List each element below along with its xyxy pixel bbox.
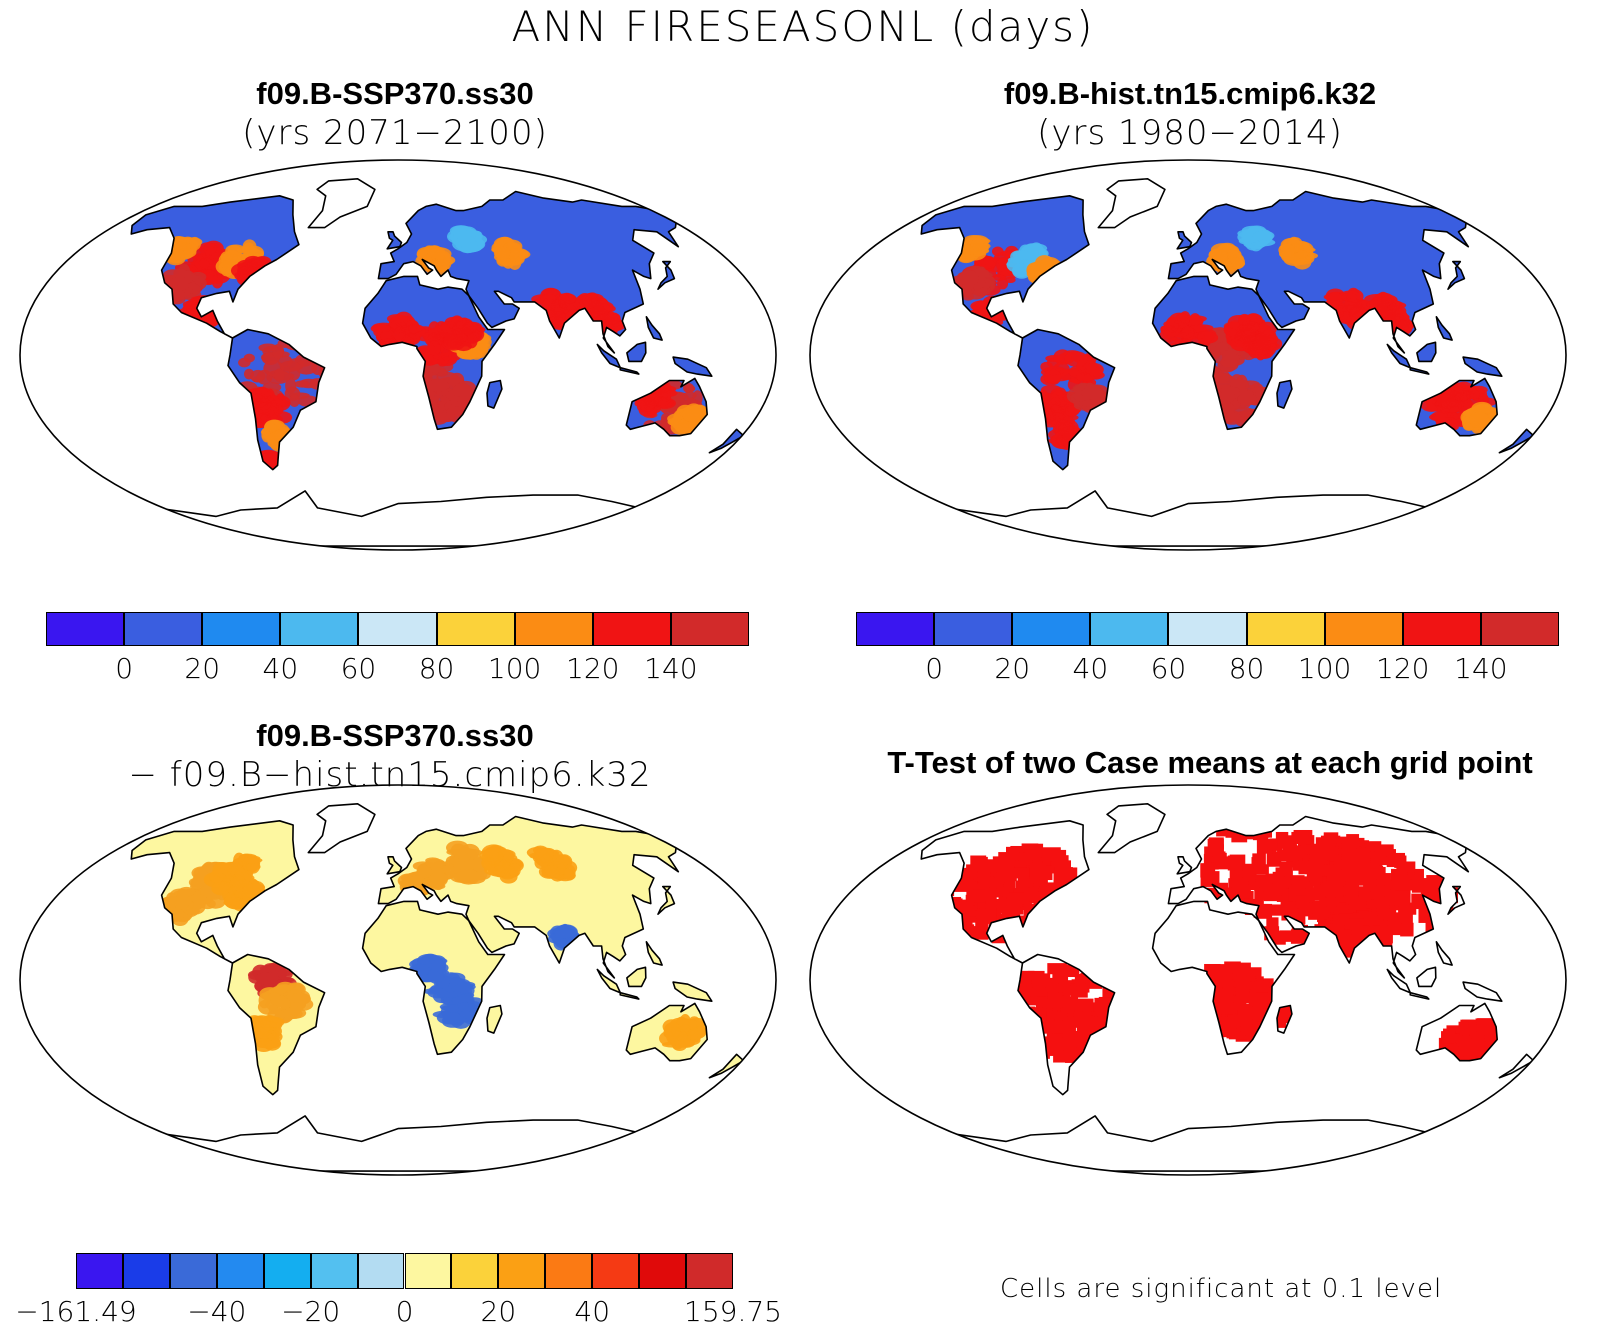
colorbar-tick-label: 120 xyxy=(1376,652,1430,685)
colorbar-swatch xyxy=(46,612,125,646)
colorbar-swatch xyxy=(76,1253,123,1289)
colorbar-tick-label: −161.49 xyxy=(15,1295,137,1328)
colorbar-swatch xyxy=(1090,612,1169,646)
colorbar-swatch xyxy=(216,1253,264,1289)
colorbar-swatch xyxy=(404,1253,452,1289)
colorbar-swatch xyxy=(686,1253,733,1289)
panel-tr-case: f09.B-hist.tn15.cmip6.k32 xyxy=(1003,76,1377,111)
colorbar-swatch xyxy=(934,612,1013,646)
panel-tl-years: (yrs 2071−2100) xyxy=(242,113,548,153)
colorbar-tick-label: 80 xyxy=(418,652,455,685)
colorbar-swatch xyxy=(592,1253,640,1289)
colorbar-swatch xyxy=(358,612,437,646)
colorbar-swatch xyxy=(1168,612,1247,646)
colorbar-tick-label: 159.75 xyxy=(684,1295,782,1328)
colorbar-swatch xyxy=(639,1253,687,1289)
map-top-left xyxy=(19,159,777,551)
colorbar-tick-label: 20 xyxy=(480,1295,517,1328)
colorbar-swatch xyxy=(1012,612,1091,646)
map-bottom-right xyxy=(809,784,1567,1176)
colorbar-tick-label: 120 xyxy=(566,652,620,685)
panel-tl-case: f09.B-SSP370.ss30 xyxy=(256,76,534,111)
colorbar-tick-label: 20 xyxy=(994,652,1031,685)
colorbar-swatch xyxy=(1324,612,1403,646)
colorbar-tick-label: 100 xyxy=(1297,652,1352,685)
map-bottom-left xyxy=(19,784,777,1176)
colorbar-swatch xyxy=(1480,612,1559,646)
colorbar-tick-label: 140 xyxy=(1454,652,1508,685)
map-top-right xyxy=(809,159,1567,551)
colorbar-tick-label: 20 xyxy=(184,652,221,685)
colorbar-tick-label: 60 xyxy=(1150,652,1187,685)
colorbar-top-right xyxy=(856,612,1559,646)
colorbar-swatch xyxy=(514,612,593,646)
colorbar-tick-label: 60 xyxy=(340,652,377,685)
colorbar-tick-label: 0 xyxy=(395,1295,414,1328)
panel-tr-years: (yrs 1980−2014) xyxy=(1037,113,1343,153)
main-title: ANN FIRESEASONL (days) xyxy=(511,2,1095,51)
colorbar-swatch xyxy=(280,612,359,646)
colorbar-tick-label: 40 xyxy=(574,1295,611,1328)
colorbar-tick-label: 0 xyxy=(925,652,944,685)
significance-note: Cells are significant at 0.1 level xyxy=(1000,1274,1443,1304)
panel-bl-minus-case: − f09.B−hist.tn15.cmip6.k32 xyxy=(128,755,652,795)
colorbar-swatch xyxy=(1246,612,1325,646)
colorbar-tick-label: 80 xyxy=(1228,652,1265,685)
colorbar-tick-label: −40 xyxy=(187,1295,247,1328)
colorbar-swatch xyxy=(263,1253,311,1289)
colorbar-swatch xyxy=(856,612,935,646)
panel-br-title: T-Test of two Case means at each grid po… xyxy=(887,745,1533,780)
colorbar-swatch xyxy=(202,612,281,646)
colorbar-swatch xyxy=(124,612,203,646)
colorbar-top-left xyxy=(46,612,749,646)
colorbar-swatch xyxy=(592,612,671,646)
colorbar-swatch xyxy=(498,1253,546,1289)
colorbar-swatch xyxy=(451,1253,499,1289)
colorbar-swatch xyxy=(122,1253,170,1289)
colorbar-tick-label: 40 xyxy=(1072,652,1109,685)
colorbar-swatch xyxy=(169,1253,217,1289)
colorbar-tick-label: 40 xyxy=(262,652,299,685)
colorbar-tick-label: 140 xyxy=(644,652,698,685)
colorbar-tick-label: 100 xyxy=(487,652,542,685)
colorbar-swatch xyxy=(436,612,515,646)
colorbar-swatch xyxy=(357,1253,405,1289)
colorbar-swatch xyxy=(1402,612,1481,646)
panel-bl-case: f09.B-SSP370.ss30 xyxy=(256,718,534,753)
colorbar-tick-label: −20 xyxy=(281,1295,341,1328)
colorbar-swatch xyxy=(545,1253,593,1289)
colorbar-bottom-left xyxy=(76,1253,733,1289)
colorbar-swatch xyxy=(670,612,749,646)
colorbar-swatch xyxy=(310,1253,358,1289)
colorbar-tick-label: 0 xyxy=(115,652,134,685)
